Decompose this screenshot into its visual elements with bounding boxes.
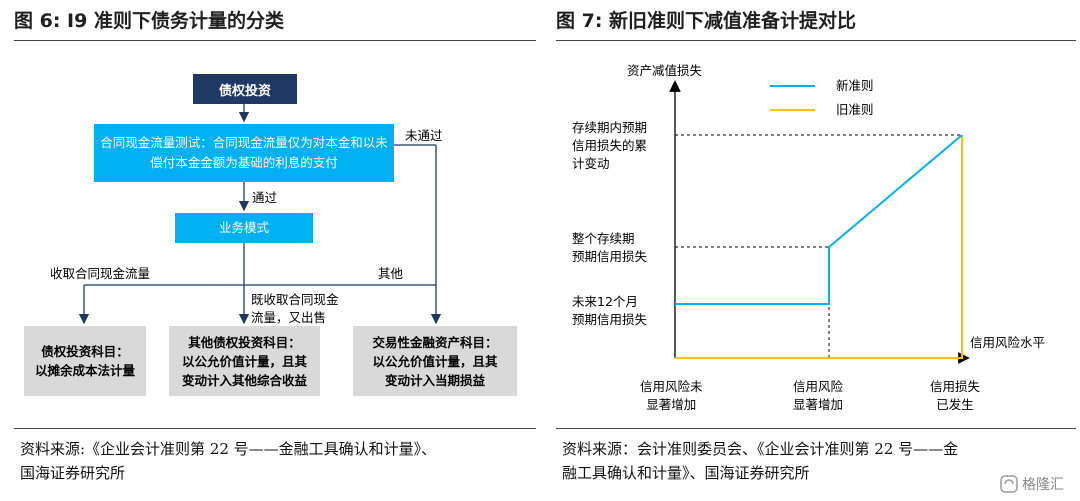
x-tick-label: 信用损失 已发生 [930, 379, 981, 412]
x-tick-label: 信用风险未 显著增加 [640, 379, 703, 412]
right-source-rule [556, 428, 1076, 429]
x-tick-label: 信用风险 显著增加 [793, 379, 844, 412]
watermark: 格隆汇 [1000, 474, 1064, 494]
pass-label: 通过 [252, 190, 278, 205]
y-tick-label: 未来12个月 预期信用损失 [572, 294, 648, 327]
fail-label: 未通过 [405, 128, 443, 143]
fvoci-box: 其他债权投资科目： 以公允价值计量，且其 变动计入其他综合收益 [169, 326, 320, 396]
legend-label-new: 新准则 [836, 78, 874, 93]
series-line-old [675, 135, 963, 359]
right-source: 资料来源：会计准则委员会、《企业会计准则第 22 号——金 融工具确认和计量》、… [562, 440, 959, 482]
left-title-rule [14, 40, 536, 41]
watermark-logo-icon [1000, 475, 1018, 493]
left-figure-title: 图 6: I9 准则下债务计量的分类 [14, 10, 284, 32]
impairment-chart [669, 80, 970, 364]
left-source-rule [14, 428, 536, 429]
series-line-new [675, 134, 963, 305]
y-axis-label: 资产减值损失 [627, 63, 703, 78]
right-title-rule [556, 40, 1076, 41]
watermark-text: 格隆汇 [1022, 477, 1064, 493]
x-axis-label: 信用风险水平 [970, 335, 1046, 350]
right-figure-title: 图 7: 新旧准则下减值准备计提对比 [556, 10, 857, 32]
other-label: 其他 [378, 266, 404, 281]
sppi-test-box: 合同现金流量测试：合同现金流量仅为对本金和以未偿付本金金额为基础的利息的支付 [94, 124, 394, 182]
legend-label-old: 旧准则 [836, 102, 874, 117]
debt-investment-box: 债权投资 [193, 74, 297, 104]
flowchart-connectors [78, 104, 442, 325]
business-model-box: 业务模式 [175, 213, 313, 243]
left-source: 资料来源:《企业会计准则第 22 号——金融工具确认和计量》、 国海证券研究所 [20, 440, 437, 482]
amortized-cost-box: 债权投资科目： 以摊余成本法计量 [24, 326, 146, 396]
y-tick-label: 存续期内预期 信用损失的累 计变动 [572, 120, 648, 171]
collect-and-sell-label: 既收取合同现金 流量，又出售 [251, 292, 339, 325]
y-tick-label: 整个存续期 预期信用损失 [572, 231, 648, 264]
fvtpl-box: 交易性金融资产科目： 以公允价值计量，且其 变动计入当期损益 [353, 326, 517, 396]
collect-label: 收取合同现金流量 [50, 266, 151, 281]
